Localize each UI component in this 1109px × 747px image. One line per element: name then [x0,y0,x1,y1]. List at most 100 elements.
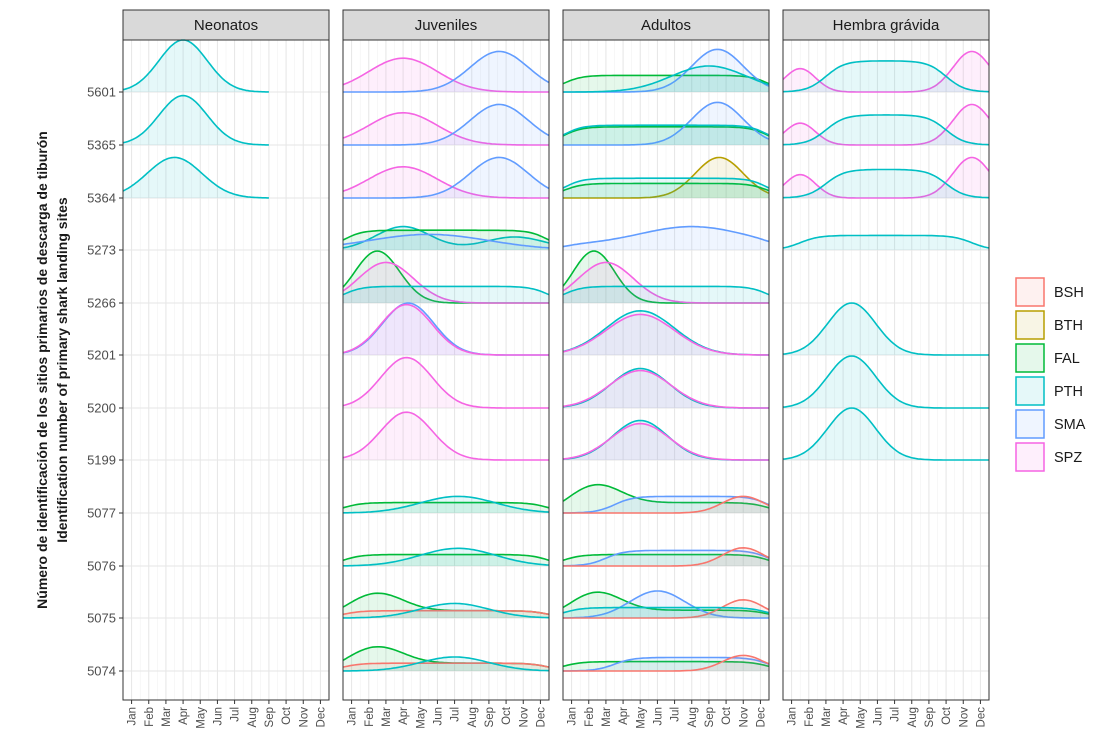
x-tick-label: Apr [838,707,850,725]
ridge-adultos-5077-fal-line [562,483,770,509]
x-tick-label: Jun [872,707,884,726]
legend-label: SMA [1054,417,1086,433]
legend-label: PTH [1054,384,1083,400]
x-tick-label: Oct [501,706,513,725]
ridge-juveniles-5201-sma-fill [343,303,549,355]
ridge-juveniles-5273-fal-fill [343,230,549,250]
x-tick-label: Oct [281,706,293,725]
facet-strip [562,9,770,41]
ridge-adultos-5365-pth-fill [563,125,769,145]
x-tick-label: Jun [652,707,664,726]
ridge-adultos-5077-sma-fill [563,496,769,513]
ridge-adultos-5075-fal-fill [563,592,769,618]
x-tick-label: Mar [161,707,173,727]
ridge-adultos-5077-sma-line [563,495,770,514]
ridge-juveniles-5365-spz-line [342,112,549,146]
legend-key [1015,343,1045,373]
ridge-adultos-5365-pth-line [562,124,770,136]
ridge-adultos-5601-pth-line [563,65,770,93]
x-tick-label: Sep [704,707,716,727]
legend-item: FAL [1015,343,1080,373]
y-tick-label: 5273 [87,243,116,258]
ridge-adultos-5364-bth-line [563,156,770,199]
ridge-adultos-5365-sma-fill [563,102,769,145]
ridge-adultos-5199-spz-line [562,422,769,461]
ridge-adultos-5200-pth-fill [563,368,769,408]
ridge-adultos-5266-fal-fill [563,251,769,303]
x-tick-label: Jul [670,707,682,722]
ridge-juveniles-5364-sma-line [343,156,550,199]
legend-key [1015,277,1045,307]
legend-item: SPZ [1015,442,1082,472]
ridge-juveniles-5077-fal-fill [343,502,549,513]
ridge-juveniles-5075-pth-fill [343,603,549,618]
x-tick-label: Oct [721,706,733,725]
facet-strip [122,9,330,41]
x-tick-label: Jan [127,707,139,726]
x-tick-label: Jan [787,707,799,726]
ridge-juveniles-5076-pth-line [343,547,550,567]
ridge-juveniles-5273-pth-fill [343,226,549,250]
y-tick-label: 5365 [87,138,116,153]
ridge-adultos-5201-spz-line [562,313,769,356]
x-tick-label: Sep [924,707,936,727]
y-tick-label: 5364 [87,191,116,206]
legend-label: SPZ [1054,450,1082,466]
ridge-adultos-5074-bsh-fill [563,655,769,671]
x-tick-label: Sep [484,707,496,727]
ridge-juveniles-5266-pth-fill [343,286,549,303]
ridge-hembra-grávida-5201-pth-line [782,302,989,356]
x-tick-label: Jul [890,707,902,722]
x-tick-label: Jun [432,707,444,726]
ridge-adultos-5075-fal-line [562,591,770,615]
legend-label: FAL [1054,351,1080,367]
x-tick-label: Mar [601,707,613,727]
x-tick-label: Jan [567,707,579,726]
facet-strip-label: Hembra grávida [833,17,940,34]
ridge-adultos-5601-fal-line [562,74,770,85]
legend-item: BSH [1015,277,1084,307]
ridge-hembra-grávida-5601-pth-fill [783,60,989,92]
ridge-juveniles-5273-sma-line [342,233,550,249]
panel-juveniles: Juveniles Jan Feb Mar Apr May Jun Jul Aug Sep Oct N… [342,9,550,729]
ridge-hembra-grávida-5364-pth-fill [783,169,989,198]
ridge-adultos-5075-bsh-fill [563,599,769,618]
facet-strip-label: Neonatos [194,17,258,34]
ridge-adultos-5364-bth-fill [563,157,769,198]
legend-key [1015,442,1045,472]
ridge-adultos-5075-bsh-line [563,598,770,619]
ridge-juveniles-5266-spz-fill [343,262,549,303]
ridge-adultos-5365-fal-line [562,126,770,137]
ridge-adultos-5601-fal-fill [563,75,769,92]
ridge-juveniles-5601-sma-line [343,50,550,93]
x-tick-label: Jul [450,707,462,722]
panel-border [782,39,990,701]
ridge-adultos-5266-pth-fill [563,286,769,303]
ridge-neonatos-5364-pth-line [122,156,269,199]
ridge-juveniles-5365-sma-fill [343,104,549,145]
ridge-adultos-5074-sma-fill [563,657,769,671]
ridge-adultos-5076-sma-fill [563,550,769,566]
ridge-adultos-5075-sma-fill [563,591,769,618]
ridge-hembra-grávida-5364-spz-line [782,156,990,199]
legend: BSH BTH FAL PTH SMA SPZ [1015,277,1086,472]
x-tick-label: Aug [687,707,699,727]
ridge-adultos-5364-fal-line [562,182,770,192]
ridge-juveniles-5075-pth-line [343,602,550,619]
legend-item: SMA [1015,409,1086,439]
ridge-adultos-5365-fal-fill [563,126,769,145]
ridge-juveniles-5273-pth-line [342,225,550,249]
ridge-adultos-5365-sma-line [563,101,770,146]
ridge-hembra-grávida-5365-spz-fill [783,104,989,145]
y-tick-label: 5074 [87,664,116,679]
ridge-adultos-5199-spz-fill [563,423,769,460]
ridge-juveniles-5076-pth-fill [343,548,549,566]
ridge-adultos-5273-sma-line [562,225,770,248]
facet-strip [342,9,550,41]
ridge-hembra-grávida-5365-pth-fill [783,114,989,145]
x-tick-label: Sep [264,707,276,727]
x-tick-label: Apr [398,707,410,725]
ridge-juveniles-5077-pth-line [343,495,550,514]
